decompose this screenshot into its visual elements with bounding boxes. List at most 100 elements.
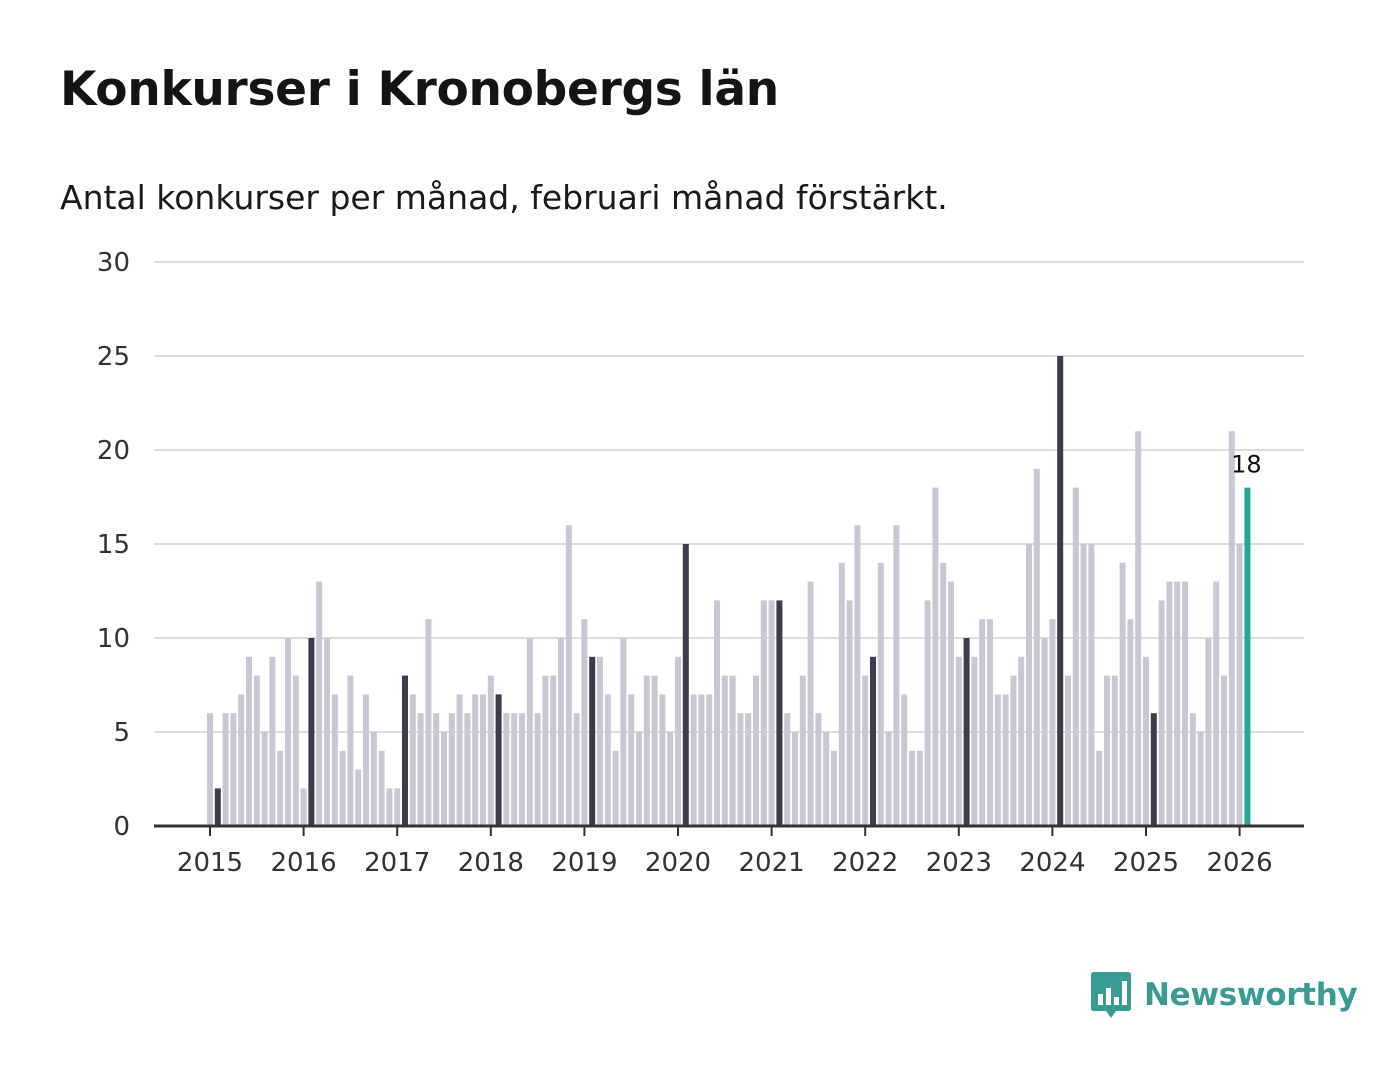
bar <box>721 675 728 826</box>
bar-february <box>1150 713 1157 826</box>
bar <box>448 713 455 826</box>
bar <box>1189 713 1196 826</box>
bar <box>753 675 759 826</box>
bar <box>893 525 900 826</box>
bar-february <box>870 656 876 826</box>
bar <box>994 694 1001 826</box>
bar <box>1127 619 1134 826</box>
x-tick-label: 2019 <box>551 848 617 878</box>
bar <box>807 581 814 826</box>
x-axis-ticks: 2015 2016 2017 2018 2019 2020 2021 2022 2023 2024… <box>177 826 1273 878</box>
bar-february <box>682 544 689 826</box>
bar <box>519 713 525 826</box>
y-tick-label: 25 <box>97 342 130 372</box>
bar <box>948 581 954 826</box>
bar <box>745 713 752 826</box>
bar <box>1041 638 1048 826</box>
bar <box>792 732 798 826</box>
bar <box>1213 581 1220 826</box>
bar <box>1182 581 1188 826</box>
bar <box>1033 468 1040 826</box>
bar <box>207 713 213 826</box>
bar <box>1026 544 1032 826</box>
bar <box>573 713 580 826</box>
bar <box>1166 581 1173 826</box>
bar <box>760 600 767 826</box>
bar <box>363 694 369 826</box>
bar <box>487 675 494 826</box>
bar-latest <box>1244 487 1251 826</box>
bar <box>979 619 986 826</box>
bar <box>409 694 416 826</box>
bar <box>846 600 853 826</box>
bar <box>784 713 791 826</box>
bar <box>729 675 736 826</box>
bar <box>877 562 884 826</box>
data-labels: 18 <box>1231 451 1262 479</box>
bar <box>620 638 627 826</box>
x-tick-label: 2022 <box>832 848 898 878</box>
bar <box>1228 431 1235 826</box>
bar <box>433 713 440 826</box>
bar-february <box>214 788 221 826</box>
bar <box>394 788 401 826</box>
bar <box>854 525 861 826</box>
bar <box>292 675 299 826</box>
bar <box>924 600 931 826</box>
bar <box>550 675 557 826</box>
bar <box>425 619 432 826</box>
bar <box>339 750 346 826</box>
bar <box>565 525 572 826</box>
bar <box>347 675 354 826</box>
bar-february <box>495 694 502 826</box>
bar <box>355 769 362 826</box>
bar <box>659 694 666 826</box>
bar <box>456 694 463 826</box>
bar <box>480 694 486 826</box>
x-tick-label: 2024 <box>1019 848 1085 878</box>
bar <box>1236 544 1243 826</box>
y-tick-label: 20 <box>97 436 130 466</box>
bar <box>940 562 947 826</box>
bar <box>643 675 650 826</box>
bar <box>1104 675 1110 826</box>
bar <box>253 675 260 826</box>
bar <box>901 694 908 826</box>
bar <box>386 788 393 826</box>
bar <box>1111 675 1118 826</box>
bar-february <box>589 656 596 826</box>
bar <box>1143 656 1149 826</box>
bar <box>526 638 533 826</box>
bar <box>1018 656 1025 826</box>
bar <box>1174 581 1181 826</box>
bar <box>511 713 518 826</box>
bar <box>987 619 993 826</box>
bar <box>1065 675 1071 826</box>
bar <box>714 600 720 826</box>
bar <box>269 656 276 826</box>
bar <box>636 732 642 826</box>
bar <box>955 656 962 826</box>
bar <box>1080 544 1087 826</box>
y-tick-label: 15 <box>97 530 130 560</box>
bar <box>222 713 229 826</box>
bar <box>706 694 713 826</box>
x-tick-label: 2025 <box>1113 848 1179 878</box>
x-tick-label: 2023 <box>926 848 992 878</box>
bar <box>862 675 869 826</box>
bar <box>932 487 939 826</box>
bar <box>503 713 510 826</box>
bar-february <box>963 638 970 826</box>
x-tick-label: 2015 <box>177 848 243 878</box>
bar <box>651 675 658 826</box>
x-tick-label: 2016 <box>271 848 337 878</box>
bar <box>238 694 245 826</box>
x-tick-label: 2017 <box>364 848 430 878</box>
bar <box>916 750 923 826</box>
bar <box>370 732 377 826</box>
y-tick-label: 10 <box>97 624 130 654</box>
bar <box>378 750 385 826</box>
bar <box>971 656 978 826</box>
y-tick-label: 0 <box>113 812 130 842</box>
